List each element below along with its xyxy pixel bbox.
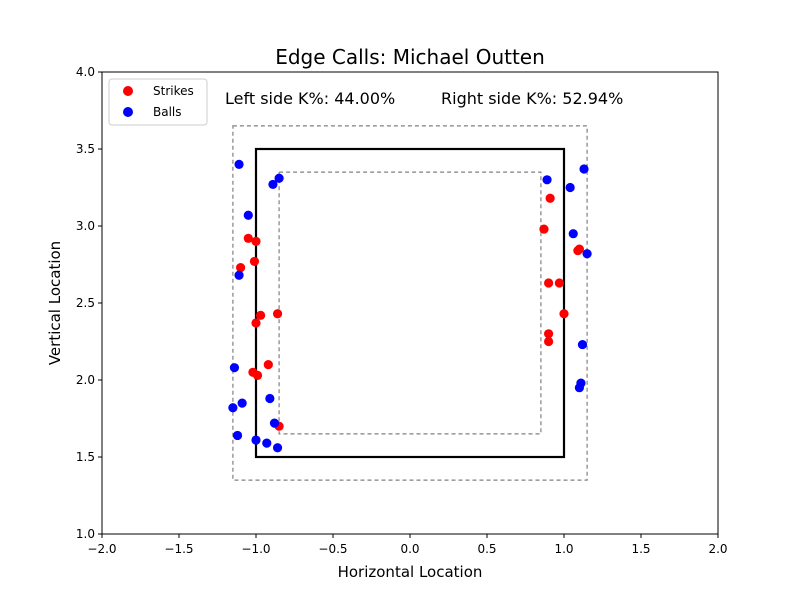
- ball-point: [234, 270, 244, 280]
- legend-strikes-label: Strikes: [153, 84, 194, 98]
- ball-point: [568, 229, 578, 239]
- chart-title: Edge Calls: Michael Outten: [275, 45, 545, 69]
- y-tick-label: 2.5: [76, 296, 95, 310]
- ball-point: [243, 210, 253, 220]
- plot-area: [101, 71, 719, 535]
- ball-point: [582, 249, 592, 259]
- ball-point: [268, 179, 278, 190]
- strike-point: [256, 310, 266, 320]
- zone-boxes: [232, 125, 588, 481]
- x-axis-ticks: −2.0 −1.5 −1.0 −0.5 0.0 0.5 1.0 1.5 2.0: [87, 534, 728, 556]
- x-tick-label: 1.5: [631, 542, 650, 556]
- x-tick-label: 2.0: [708, 542, 727, 556]
- strike-point: [559, 309, 569, 319]
- ball-point: [262, 438, 272, 448]
- strike-point: [544, 278, 554, 288]
- strike-point: [243, 233, 253, 243]
- x-tick-label: −1.0: [241, 542, 270, 556]
- ball-point: [228, 403, 238, 413]
- legend-balls-marker: [123, 107, 133, 117]
- strike-point: [249, 256, 260, 267]
- x-tick-label: −2.0: [87, 542, 116, 556]
- ball-point: [565, 182, 575, 193]
- ball-point: [232, 430, 243, 441]
- strike-point: [236, 262, 246, 273]
- x-tick-label: −1.5: [164, 542, 193, 556]
- strike-point: [272, 309, 283, 319]
- legend-strikes-marker: [123, 86, 133, 96]
- strike-point: [545, 193, 555, 203]
- legend: Strikes Balls: [108, 78, 208, 126]
- strike-zone-box: [254, 147, 566, 459]
- ball-point: [251, 435, 261, 445]
- data-points: [228, 159, 592, 453]
- strike-point: [252, 370, 263, 380]
- ball-point: [265, 393, 275, 404]
- ball-point: [274, 173, 284, 183]
- strike-point: [251, 318, 261, 328]
- ball-point: [542, 175, 552, 185]
- strike-point: [263, 360, 273, 370]
- ball-point: [234, 159, 244, 169]
- x-tick-label: 1.0: [554, 542, 573, 556]
- y-tick-label: 1.0: [76, 527, 95, 541]
- ball-point: [577, 339, 588, 350]
- ball-point: [237, 398, 247, 408]
- y-axis-ticks: 1.0 1.5 2.0 2.5 3.0 3.5 4.0: [76, 65, 102, 541]
- outer-edge-box: [232, 125, 588, 481]
- y-tick-label: 3.0: [76, 219, 95, 233]
- ball-point: [269, 418, 280, 428]
- legend-box: [108, 78, 208, 126]
- inner-edge-box: [278, 171, 542, 435]
- y-tick-label: 1.5: [76, 450, 95, 464]
- strike-point: [554, 278, 564, 288]
- ball-point: [574, 383, 585, 393]
- strike-point: [573, 246, 583, 256]
- strike-point: [544, 336, 554, 347]
- ball-point: [579, 164, 589, 174]
- legend-balls-label: Balls: [153, 105, 182, 119]
- strike-point: [539, 224, 549, 234]
- y-tick-label: 4.0: [76, 65, 95, 79]
- right-side-k-annotation: Right side K%: 52.94%: [441, 89, 623, 108]
- x-tick-label: 0.5: [477, 542, 496, 556]
- x-tick-label: 0.0: [400, 542, 419, 556]
- ball-point: [272, 443, 283, 453]
- left-side-k-annotation: Left side K%: 44.00%: [225, 89, 395, 108]
- x-axis-label: Horizontal Location: [338, 563, 483, 581]
- ball-point: [229, 363, 240, 373]
- y-tick-label: 3.5: [76, 142, 95, 156]
- x-tick-label: −0.5: [318, 542, 347, 556]
- y-tick-label: 2.0: [76, 373, 95, 387]
- strike-point: [544, 329, 554, 339]
- y-axis-label: Vertical Location: [46, 241, 64, 365]
- strike-point: [251, 236, 261, 246]
